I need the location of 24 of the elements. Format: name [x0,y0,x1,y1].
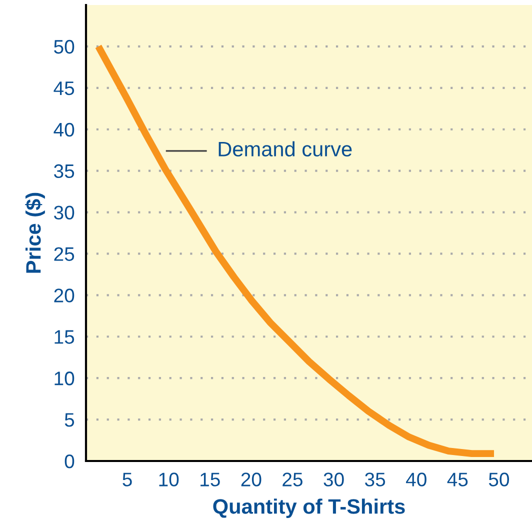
y-tick-label: 40 [54,122,74,137]
x-tick-label: 10 [159,472,179,486]
x-tick-label: 25 [282,472,302,486]
y-tick-label: 15 [54,330,74,344]
y-axis-title: Price ($) [25,192,45,273]
y-tick-label: 5 [64,413,74,427]
x-tick-label: 15 [200,472,220,486]
x-tick-label: 50 [488,472,510,486]
y-tick-label: 45 [54,82,74,96]
x-tick-label: 30 [324,472,344,486]
y-tick-label: 30 [54,206,74,220]
y-tick-label: 50 [54,40,74,54]
y-tick-label: 0 [64,454,74,468]
x-tick-label: 5 [122,472,132,486]
y-tick-label: 20 [54,288,74,302]
y-tick-label: 25 [54,247,74,261]
x-tick-label: 35 [365,472,386,486]
x-tick-label: 45 [447,472,468,486]
y-tick-label: 10 [54,372,74,386]
y-tick-label: 35 [54,164,74,178]
x-axis-title: Quantity of T-Shirts [213,498,405,518]
x-tick-label: 20 [241,472,262,486]
annotation: Demand curve [218,141,352,157]
x-tick-label: 40 [406,472,426,486]
